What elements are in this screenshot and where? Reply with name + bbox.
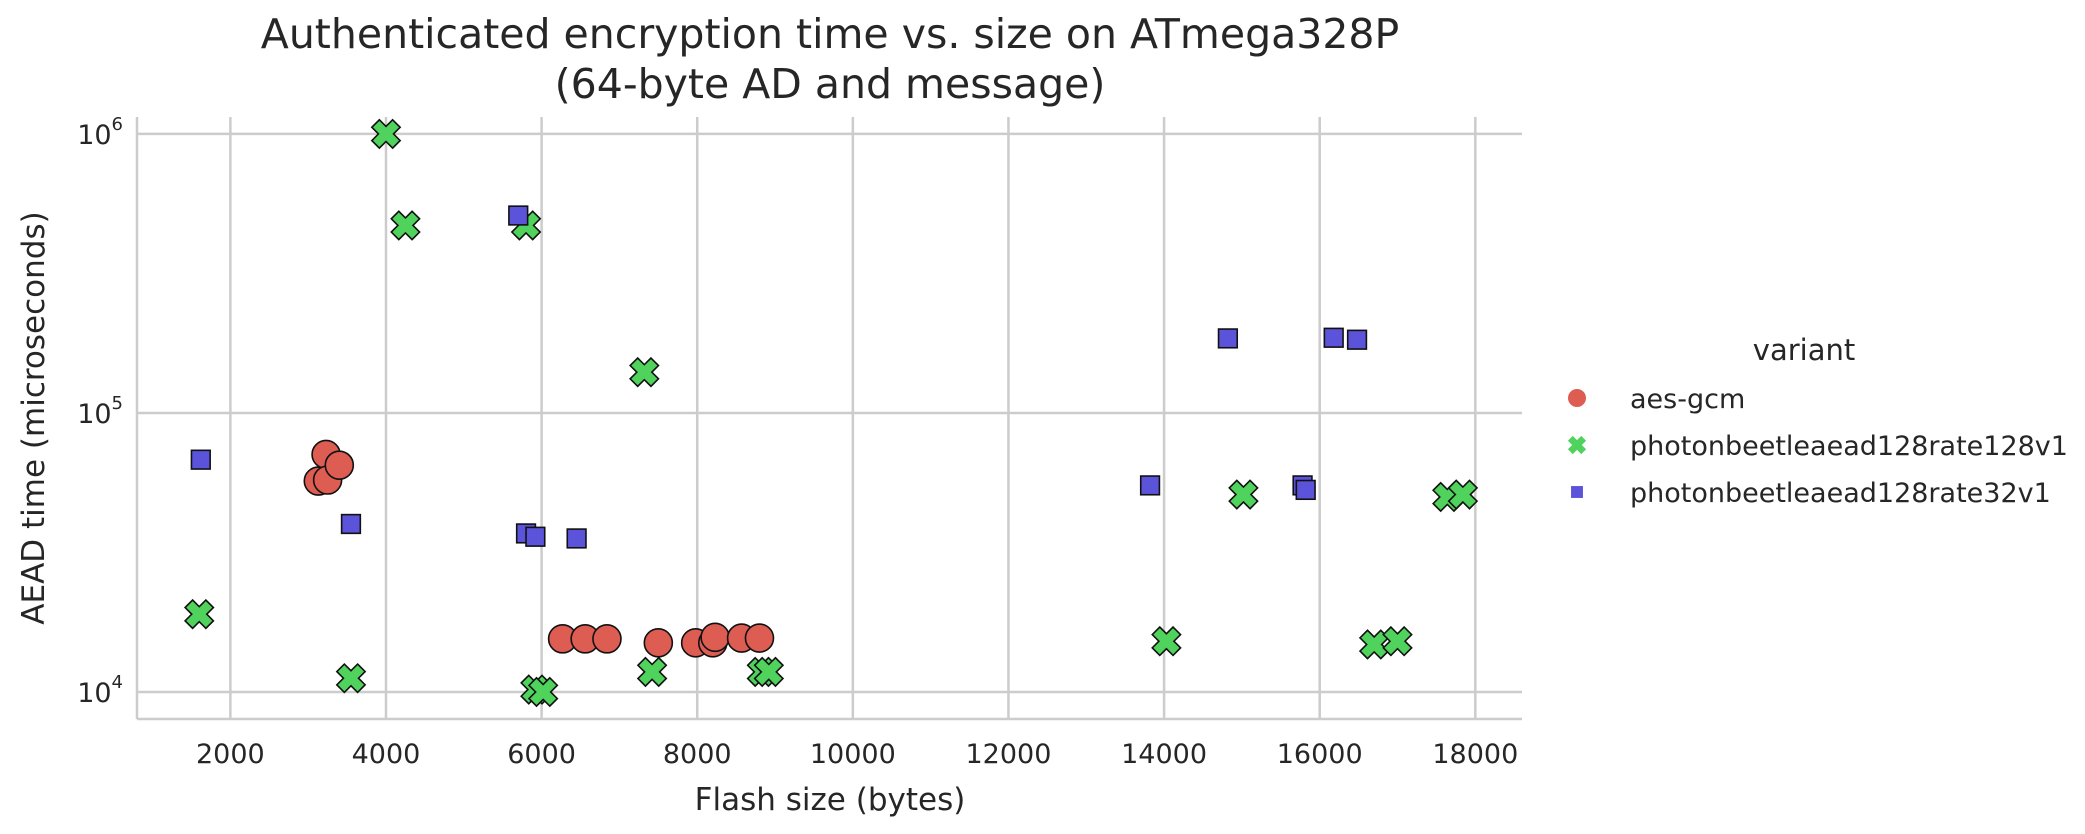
grid — [137, 117, 1522, 719]
axes — [135, 117, 1522, 721]
data-point-photonbeetleaead128rate32v1 — [508, 205, 529, 226]
chart-title-line-2: (64-byte AD and message) — [555, 60, 1106, 108]
data-point-photonbeetleaead128rate128v1 — [629, 356, 660, 388]
data-point-photonbeetleaead128rate128v1 — [335, 662, 367, 694]
x-tick-label: 10000 — [810, 739, 896, 770]
data-point-photonbeetleaead128rate128v1 — [753, 656, 785, 688]
data-point-photonbeetleaead128rate128v1 — [1228, 479, 1259, 510]
y-tick-exponent: 6 — [112, 114, 123, 135]
y-tick-base: 10 — [77, 678, 111, 709]
x-tick-label: 8000 — [663, 739, 732, 770]
x-tick-label: 12000 — [966, 739, 1052, 770]
legend-marker-photonbeetleaead128rate128v1 — [1567, 435, 1587, 455]
y-tick-exponent: 5 — [112, 393, 123, 414]
legend-marker-aes-gcm — [1568, 389, 1586, 407]
data-point-aes-gcm — [643, 628, 674, 658]
data-point-aes-gcm — [700, 622, 730, 653]
data-point-photonbeetleaead128rate128v1 — [390, 210, 421, 241]
legend-label: aes-gcm — [1630, 384, 1745, 415]
x-tick-label: 2000 — [196, 739, 265, 770]
y-axis-label: AEAD time (microseconds) — [16, 211, 52, 624]
data-point-photonbeetleaead128rate32v1 — [1323, 327, 1344, 348]
data-point-photonbeetleaead128rate32v1 — [525, 526, 546, 547]
chart-title-line-1: Authenticated encryption time vs. size o… — [261, 10, 1399, 58]
legend-label: photonbeetleaead128rate32v1 — [1630, 478, 2051, 509]
x-axis-label: Flash size (bytes) — [695, 782, 966, 818]
y-tick-label: 106 — [77, 114, 123, 151]
data-point-photonbeetleaead128rate128v1 — [183, 598, 215, 630]
x-tick-label: 16000 — [1277, 739, 1363, 770]
legend-title: variant — [1753, 333, 1855, 367]
data-point-photonbeetleaead128rate128v1 — [1151, 625, 1182, 657]
legend-marker-photonbeetleaead128rate32v1 — [1571, 486, 1583, 498]
data-point-photonbeetleaead128rate128v1 — [1447, 479, 1479, 510]
x-tick-label: 18000 — [1432, 739, 1518, 770]
data-point-photonbeetleaead128rate32v1 — [1346, 329, 1368, 350]
data-points — [183, 118, 1479, 708]
y-tick-exponent: 4 — [112, 672, 123, 693]
data-point-photonbeetleaead128rate32v1 — [1217, 328, 1239, 349]
data-point-aes-gcm — [324, 450, 355, 480]
legend: variant aes-gcm photonbeetleaead128rate12… — [1567, 333, 2068, 509]
legend-label: photonbeetleaead128rate128v1 — [1630, 431, 2068, 462]
data-point-aes-gcm — [744, 623, 775, 653]
x-tick-label: 6000 — [507, 739, 576, 770]
x-tick-label: 4000 — [352, 739, 421, 770]
x-tick-label: 14000 — [1121, 739, 1207, 770]
data-point-photonbeetleaead128rate128v1 — [1382, 625, 1413, 657]
y-tick-label: 105 — [77, 393, 123, 430]
y-tick-label: 104 — [77, 672, 123, 709]
x-tick-labels: 2000 4000 6000 8000 10000 12000 14000 16000 1800… — [196, 739, 1518, 770]
data-point-photonbeetleaead128rate128v1 — [527, 676, 559, 708]
data-point-photonbeetleaead128rate32v1 — [1139, 475, 1161, 496]
y-tick-base: 10 — [77, 399, 111, 430]
data-point-photonbeetleaead128rate32v1 — [1295, 479, 1316, 501]
data-point-photonbeetleaead128rate128v1 — [1358, 629, 1390, 660]
data-point-photonbeetleaead128rate32v1 — [190, 449, 211, 470]
data-point-aes-gcm — [592, 624, 622, 654]
data-point-photonbeetleaead128rate32v1 — [340, 513, 362, 535]
data-point-photonbeetleaead128rate128v1 — [370, 118, 402, 150]
data-point-photonbeetleaead128rate128v1 — [636, 656, 668, 688]
data-point-photonbeetleaead128rate32v1 — [566, 528, 587, 549]
y-tick-base: 10 — [77, 120, 111, 151]
